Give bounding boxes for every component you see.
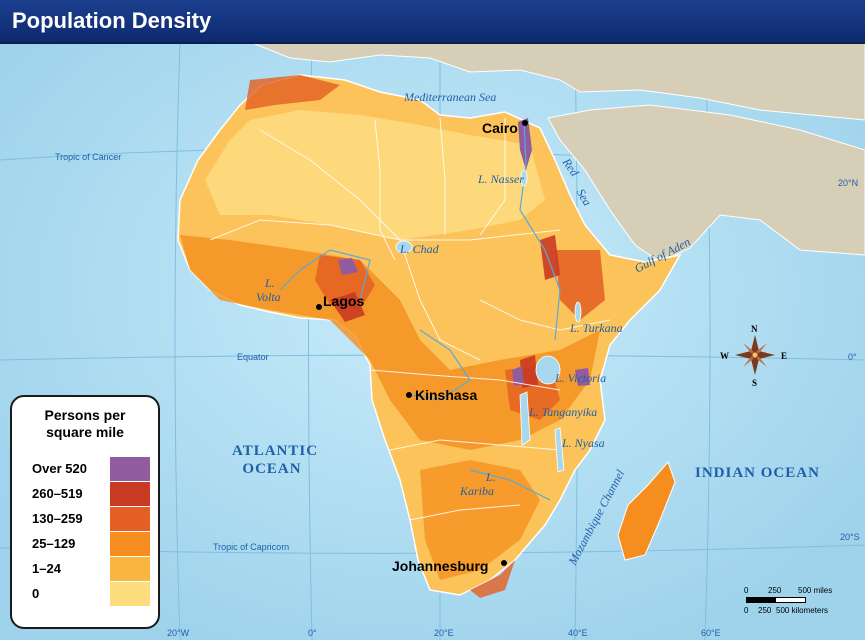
label-lon-0: 0° [308,628,317,638]
madagascar-land [617,461,676,561]
label-l-victoria: L. Victoria [555,371,607,385]
legend-swatch [110,507,150,531]
label-atlantic: ATLANTIC OCEAN [232,442,319,478]
compass-n: N [751,324,758,334]
city-label-kinshasa: Kinshasa [415,387,478,403]
city-dot-johannesburg [501,560,507,566]
compass-s: S [752,378,758,388]
scale-km-500: 500 kilometers [776,606,829,615]
legend-swatch [110,457,150,481]
legend-row: 1–24 [12,557,158,581]
label-l-volta-2: Volta [256,290,281,304]
legend-title: Persons per square mile [12,407,158,441]
label-l-tanganyika: L. Tanganyika [529,405,598,419]
label-l-turkana: L. Turkana [570,321,623,335]
label-l-nasser: L. Nasser [478,172,525,186]
legend-title-line1: Persons per [44,407,126,423]
label-lon-40e: 40°E [568,628,588,638]
scale-mi-0: 0 [744,586,749,595]
legend-row: Over 520 [12,457,158,481]
label-atlantic-1: ATLANTIC [232,443,319,459]
label-l-kariba-2: Kariba [460,484,495,498]
density-zones [180,75,605,598]
legend-title-line2: square mile [46,424,124,440]
label-lat-20n: 20°N [838,178,859,188]
label-l-chad: L. Chad [400,242,439,256]
legend-row: 25–129 [12,532,158,556]
scale-mi-250: 250 [768,586,782,595]
legend-label: 260–519 [32,486,83,501]
city-dot-cairo [522,120,528,126]
scale-km-0: 0 [744,606,749,615]
legend-label: Over 520 [32,461,87,476]
label-l-kariba-1: L. [486,470,496,484]
scale-mi-500: 500 miles [798,586,833,595]
compass-e: E [781,351,788,361]
compass-rose [735,335,775,375]
map-title: Population Density [12,8,212,33]
label-indian-ocean: INDIAN OCEAN [695,465,820,481]
legend-row: 260–519 [12,482,158,506]
city-dot-kinshasa [406,392,412,398]
scale-km-250: 250 [758,606,772,615]
label-l-volta-1: L. [265,276,275,290]
city-label-lagos: Lagos [323,293,365,309]
legend-label: 25–129 [32,536,76,551]
label-lat-20s: 20°S [840,532,860,542]
label-tropic-capricorn: Tropic of Capricorn [213,542,290,552]
label-lat-0: 0° [848,352,857,362]
label-l-nyasa: L. Nyasa [562,436,605,450]
city-dot-lagos [316,304,322,310]
scale-bar-graphic [746,597,806,603]
legend-swatch [110,582,150,606]
scale-bar: 0 250 500 miles 0 250 500 kilometers [740,586,840,618]
legend-swatch [110,482,150,506]
legend-label: 0 [32,586,40,601]
legend-label: 130–259 [32,511,83,526]
title-bar: Population Density [0,0,865,44]
legend-row: 0 [12,582,158,606]
label-equator: Equator [237,352,269,362]
label-tropic-cancer: Tropic of Cancer [55,152,122,162]
city-label-cairo: Cairo [482,120,518,136]
legend-swatch [110,532,150,556]
arabia-land [547,104,865,263]
legend-swatch [110,557,150,581]
legend-label: 1–24 [32,561,61,576]
legend: Persons per square mile Over 520 260–519… [10,395,160,629]
legend-row: 130–259 [12,507,158,531]
rivers [279,119,561,501]
europe-land [249,41,865,121]
country-borders [209,117,611,521]
compass-w: W [720,351,729,361]
lakes-water [395,169,582,473]
label-atlantic-2: OCEAN [242,461,302,477]
label-lon-60e: 60°E [701,628,721,638]
label-lon-20w: 20°W [167,628,190,638]
label-lon-20e: 20°E [434,628,454,638]
label-mediterranean: Mediterranean Sea [404,90,497,104]
city-label-johannesburg: Johannesburg [392,558,489,574]
